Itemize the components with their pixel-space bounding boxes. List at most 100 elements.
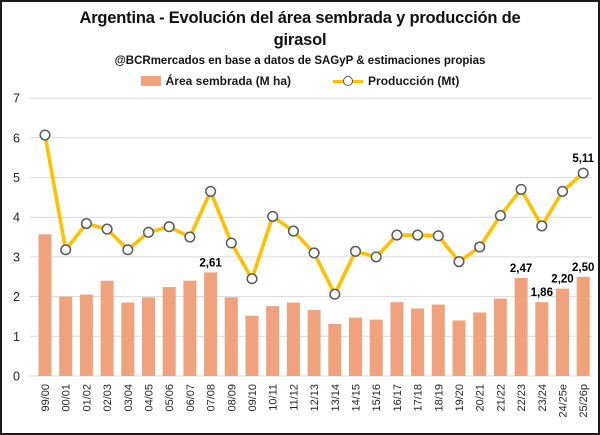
bar-20/21 xyxy=(473,312,487,376)
x-tick-label: 03/04 xyxy=(123,384,135,412)
bar-15/16 xyxy=(369,319,383,376)
bar-value-label: 2,50 xyxy=(572,261,594,273)
x-tick-label: 08/09 xyxy=(226,384,238,412)
x-tick-label: 24/25e xyxy=(558,384,570,418)
x-tick-label: 02/03 xyxy=(102,384,114,412)
bar-13/14 xyxy=(328,323,342,376)
x-tick-label: 20/21 xyxy=(475,384,487,412)
x-tick-label: 10/11 xyxy=(268,384,280,411)
bar-value-label: 1,86 xyxy=(531,287,553,299)
legend-item-area-sembrada: Área sembrada (M ha) xyxy=(140,74,291,88)
x-tick-label: 19/20 xyxy=(454,384,466,412)
x-tick-label: 04/05 xyxy=(144,384,156,412)
y-tick-label: 2 xyxy=(13,290,20,304)
bar-14/15 xyxy=(349,317,362,376)
x-tick-label: 05/06 xyxy=(164,384,176,412)
bar-17/18 xyxy=(411,308,425,376)
x-tick-label: 23/24 xyxy=(537,384,549,412)
y-tick-label: 1 xyxy=(13,329,20,343)
line-marker-22/23 xyxy=(515,183,527,195)
bar-11/12 xyxy=(286,302,300,376)
line-marker-13/14 xyxy=(329,288,341,300)
line-marker-05/06 xyxy=(163,220,175,232)
x-tick-label: 11/12 xyxy=(288,384,300,411)
bar-18/19 xyxy=(431,304,445,376)
y-tick-label: 0 xyxy=(13,369,20,383)
line-marker-17/18 xyxy=(412,229,424,241)
line-marker-23/24 xyxy=(536,219,548,232)
line-marker-11/12 xyxy=(287,225,299,237)
line-marker-99/00 xyxy=(39,129,51,141)
bar-03/04 xyxy=(121,302,135,376)
line-marker-09/10 xyxy=(246,272,258,284)
x-tick-label: 18/19 xyxy=(433,384,445,412)
line-marker-02/03 xyxy=(101,223,113,235)
y-tick-label: 4 xyxy=(13,210,20,224)
chart-legend: Área sembrada (M ha) Producción (Mt) xyxy=(2,72,598,90)
line-marker-19/20 xyxy=(453,255,465,267)
line-marker-06/07 xyxy=(184,231,196,243)
line-marker-03/04 xyxy=(122,243,134,255)
chart-subtitle: @BCRmercados en base a datos de SAGyP & … xyxy=(114,54,486,67)
line-marker-08/09 xyxy=(225,236,237,249)
y-tick-label: 5 xyxy=(13,171,20,185)
bar-02/03 xyxy=(100,280,114,376)
bar-07/08 xyxy=(204,271,218,376)
line-marker-24/25e xyxy=(556,185,569,197)
line-marker-20/21 xyxy=(474,240,486,253)
bar-10/11 xyxy=(266,305,280,376)
line-value-label: 5,11 xyxy=(572,153,594,165)
x-tick-label: 07/08 xyxy=(206,384,218,412)
line-marker-25/26p xyxy=(577,167,589,179)
bar-09/10 xyxy=(245,315,259,376)
bar-value-label: 2,20 xyxy=(551,273,573,285)
line-marker-07/08 xyxy=(205,185,217,197)
bar-23/24 xyxy=(535,301,549,376)
line-marker-16/17 xyxy=(391,229,403,241)
bar-24/25e xyxy=(556,288,569,376)
legend-item-produccion: Producción (Mt) xyxy=(333,74,459,88)
produccion-line-marker-icon xyxy=(333,75,364,87)
bar-08/09 xyxy=(224,296,238,376)
bar-04/05 xyxy=(142,296,155,376)
line-marker-10/11 xyxy=(267,210,279,222)
y-tick-label: 3 xyxy=(13,250,20,264)
x-tick-label: 13/14 xyxy=(330,384,342,412)
bar-99/00 xyxy=(38,233,52,376)
line-marker-18/19 xyxy=(432,229,444,241)
x-tick-label: 22/23 xyxy=(516,384,528,412)
line-marker-00/01 xyxy=(60,243,72,255)
x-tick-label: 99/00 xyxy=(40,384,52,412)
y-tick-label: 6 xyxy=(13,131,20,145)
line-marker-14/15 xyxy=(349,245,362,257)
x-tick-label: 15/16 xyxy=(371,384,383,412)
bar-value-label: 2,47 xyxy=(510,262,532,274)
bar-12/13 xyxy=(307,309,321,376)
x-tick-label: 00/01 xyxy=(61,384,73,412)
x-tick-label: 17/18 xyxy=(413,384,425,412)
line-marker-04/05 xyxy=(142,226,155,238)
line-marker-15/16 xyxy=(370,250,382,262)
bar-22/23 xyxy=(514,277,528,376)
bar-00/01 xyxy=(59,296,73,376)
bar-01/02 xyxy=(79,294,93,376)
x-tick-label: 09/10 xyxy=(247,384,259,412)
x-tick-label: 21/22 xyxy=(495,384,507,412)
line-marker-21/22 xyxy=(494,209,506,221)
x-tick-label: 25/26p xyxy=(578,384,590,418)
legend-label-produccion: Producción (Mt) xyxy=(368,73,460,88)
x-tick-label: 14/15 xyxy=(351,384,363,412)
bar-19/20 xyxy=(452,319,466,376)
x-tick-label: 06/07 xyxy=(185,384,197,412)
bar-05/06 xyxy=(162,286,176,376)
x-tick-label: 01/02 xyxy=(81,384,93,412)
x-tick-label: 12/13 xyxy=(309,384,321,412)
bar-25/26p xyxy=(576,276,590,376)
chart-title: Argentina - Evolución del área sembrada … xyxy=(79,9,521,49)
bar-21/22 xyxy=(493,298,507,376)
y-tick-label: 7 xyxy=(13,91,20,105)
line-marker-12/13 xyxy=(308,246,320,259)
line-marker-01/02 xyxy=(80,217,92,229)
bar-16/17 xyxy=(390,301,404,376)
